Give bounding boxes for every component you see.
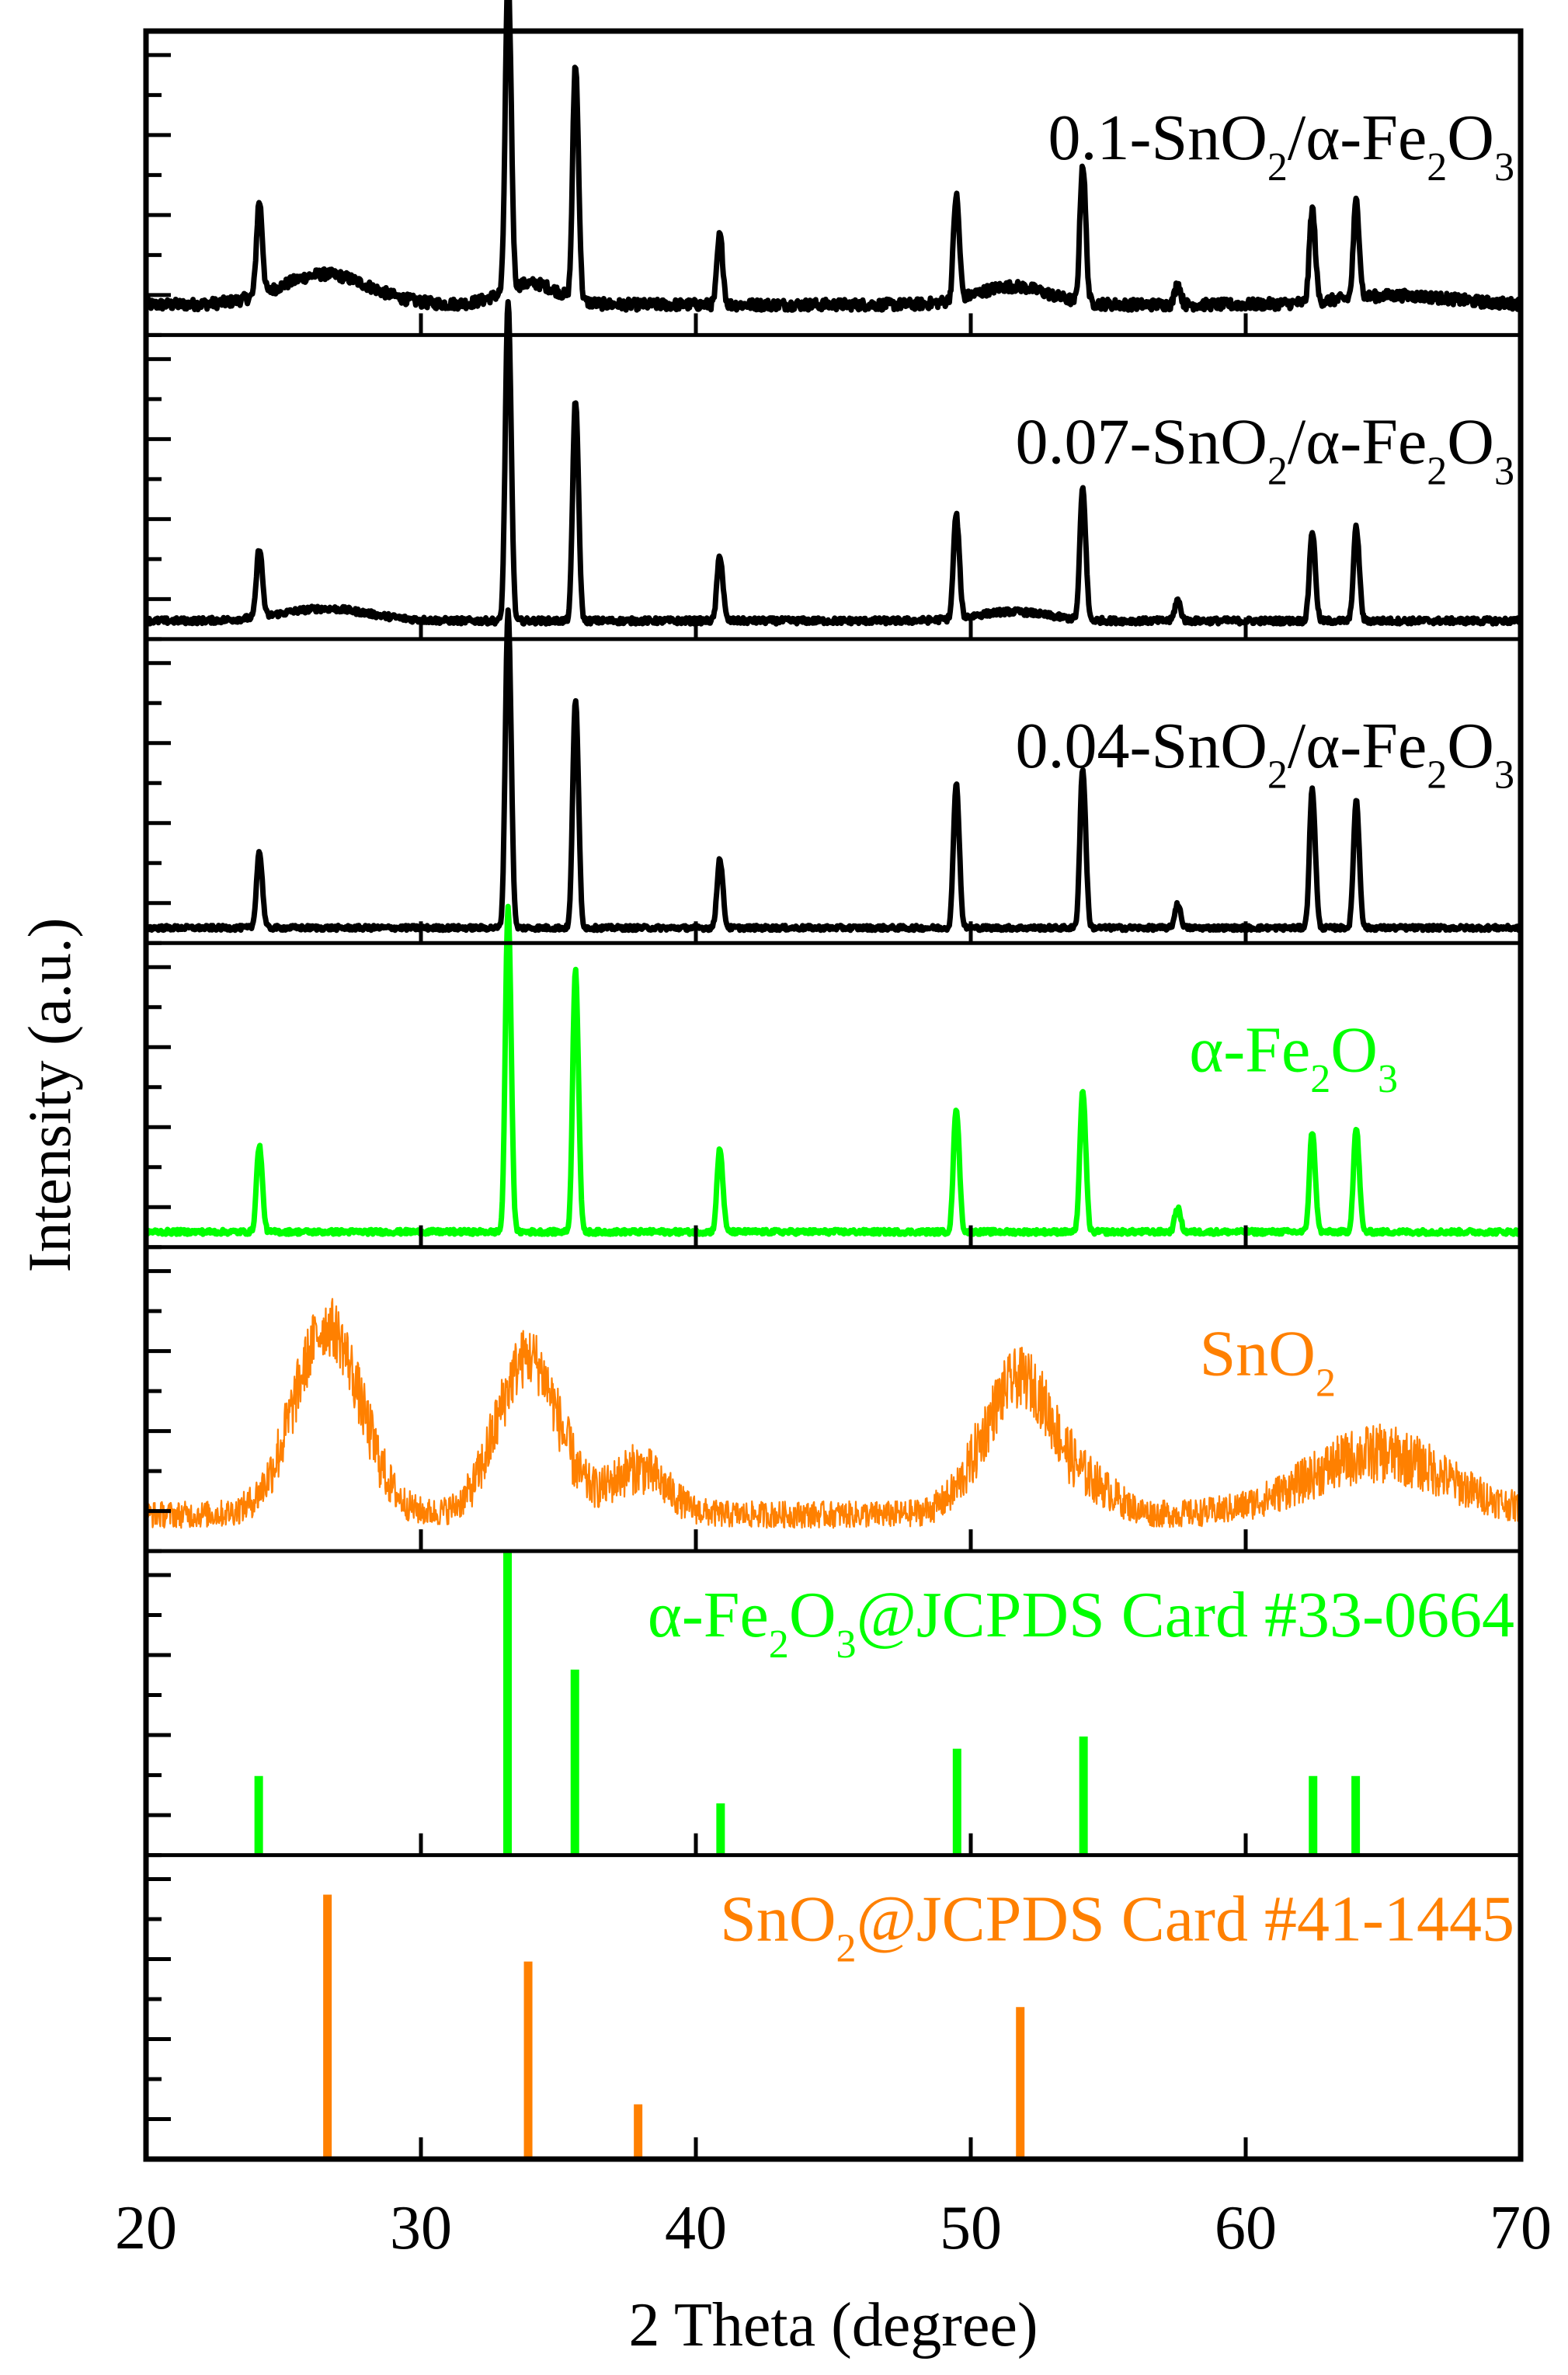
x-tick-label: 30 <box>390 2194 452 2262</box>
panel-2: 0.07-SnO2/α-Fe2O3 <box>143 299 1522 627</box>
x-axis-label: 2 Theta (degree) <box>628 2291 1038 2359</box>
x-tick-label: 20 <box>115 2194 177 2262</box>
panel-label: SnO2 <box>1200 1318 1336 1406</box>
pattern-line <box>144 607 1523 934</box>
panel-4: α-Fe2O3 <box>143 903 1523 1237</box>
panel-6: α-Fe2O3@JCPDS Card #33-0664 <box>254 1551 1514 1855</box>
x-tick-label: 50 <box>940 2194 1002 2262</box>
panel-label: α-Fe2O3 <box>1189 1014 1398 1101</box>
pattern-line <box>143 0 1523 313</box>
x-tick-label: 40 <box>665 2194 727 2262</box>
pattern-line <box>143 903 1523 1237</box>
pattern-line <box>143 299 1522 627</box>
plot-frame <box>143 28 1524 2162</box>
panels-group: 0.1-SnO2/α-Fe2O3 0.07-SnO2/α-Fe2O3 0.04-Sn… <box>143 0 1523 2159</box>
panel-7: SnO2@JCPDS Card #41-1445 <box>323 1883 1514 2159</box>
x-axis-ticks: 20 30 40 50 60 70 <box>115 2194 1552 2262</box>
pattern-line <box>144 1298 1522 1529</box>
x-tick-label: 60 <box>1215 2194 1277 2262</box>
panel-1: 0.1-SnO2/α-Fe2O3 <box>143 0 1523 313</box>
y-axis-label: Intensity (a.u.) <box>16 917 83 1272</box>
panel-label: 0.1-SnO2/α-Fe2O3 <box>1048 102 1515 190</box>
panel-label: α-Fe2O3@JCPDS Card #33-0664 <box>648 1579 1514 1667</box>
axes-box <box>143 28 1524 2162</box>
panel-label: 0.04-SnO2/α-Fe2O3 <box>1016 710 1515 798</box>
panel-label: SnO2@JCPDS Card #41-1445 <box>720 1883 1514 1971</box>
panel-5: SnO2 <box>144 1298 1522 1529</box>
x-tick-label: 70 <box>1490 2194 1552 2262</box>
panel-label: 0.07-SnO2/α-Fe2O3 <box>1016 405 1515 493</box>
panel-3: 0.04-SnO2/α-Fe2O3 <box>144 607 1523 934</box>
